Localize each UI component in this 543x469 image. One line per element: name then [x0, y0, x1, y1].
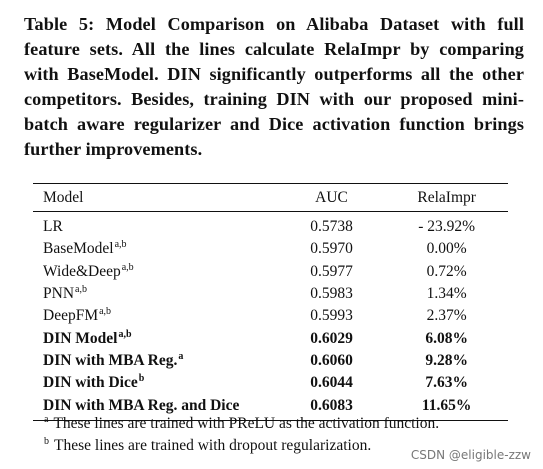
footnotes: a These lines are trained with PReLU as t…: [43, 413, 439, 457]
cell-model: DIN with MBA Reg.a: [33, 350, 278, 372]
model-footnote-mark: a,b: [114, 239, 127, 251]
cell-model: PNNa,b: [33, 283, 278, 305]
caption-line: further improvements.: [24, 139, 203, 159]
cell-auc: 0.6029: [310, 329, 353, 347]
cell-auc: 0.6060: [310, 351, 353, 369]
table-body: LR 0.5738- 23.92% BaseModela,b 0.5970 0.00% W…: [33, 212, 508, 421]
model-footnote-mark: a,b: [121, 261, 134, 273]
footnote-b: b These lines are trained with dropout re…: [43, 435, 439, 457]
cell-auc: 0.5993: [310, 307, 353, 325]
cell-model: Wide&Deepa,b: [33, 261, 278, 283]
cell-model: DIN Modela,b: [33, 327, 278, 349]
model-name: DIN with MBA Reg.: [43, 351, 178, 369]
model-footnote-mark: a,b: [118, 328, 132, 340]
model-name: Wide&Deep: [43, 262, 121, 280]
table-row: BaseModela,b 0.5970 0.00%: [33, 238, 508, 260]
model-name: DIN with MBA Reg. and Dice: [43, 396, 240, 414]
cell-relaimpr: 6.08%: [425, 329, 468, 347]
caption-line: with BaseModel. DIN significantly outper…: [24, 64, 524, 84]
caption-line: Table 5: Model Comparison on Alibaba Dat…: [24, 14, 524, 34]
cell-auc: 0.6083: [310, 396, 353, 414]
table-row: LR 0.5738 - 23.92%: [33, 212, 508, 239]
cell-model: DeepFMa,b: [33, 305, 278, 327]
footnote-a: a These lines are trained with PReLU as t…: [43, 413, 439, 435]
cell-model: BaseModela,b: [33, 238, 278, 260]
cell-relaimpr: 1.34%: [426, 285, 467, 303]
model-name: PNN: [43, 285, 75, 303]
header-auc: AUC: [315, 188, 348, 206]
header-relaimpr: RelaImpr: [417, 188, 476, 206]
caption-line: competitors. Besides, training DIN with …: [24, 89, 524, 109]
footnote-text: These lines are trained with dropout reg…: [54, 437, 372, 454]
cell-relaimpr: 2.37%: [426, 307, 467, 325]
model-name: BaseModel: [43, 240, 114, 258]
cell-auc: 0.5983: [310, 285, 353, 303]
cell-relaimpr: 0.72%: [426, 262, 467, 280]
footnote-mark: a: [44, 414, 49, 425]
model-name: DeepFM: [43, 307, 99, 325]
model-footnote-mark: a,b: [75, 284, 87, 296]
table-row: PNNa,b 0.5983 1.34%: [33, 283, 508, 305]
footnote-text: These lines are trained with PReLU as th…: [53, 415, 440, 432]
model-footnote-mark: b: [138, 373, 145, 385]
table-row: DIN with MBA Reg. and Dice 0.6083 11.65%: [33, 394, 508, 421]
table-row: DIN with Diceb 0.6044 7.63%: [33, 372, 508, 394]
model-name: LR: [43, 218, 63, 236]
table-row: DeepFMa,b 0.5993 2.37%: [33, 305, 508, 327]
model-footnote-mark: a,b: [99, 306, 112, 318]
model-comparison-table: Model AUC RelaImpr LR 0.5738 - 23.92% BaseM…: [33, 183, 508, 421]
cell-relaimpr: 0.00%: [426, 240, 467, 258]
cell-relaimpr: - 23.92%: [418, 218, 476, 236]
table-row: Wide&Deepa,b 0.5977 0.72%: [33, 261, 508, 283]
header-model: Model: [43, 188, 84, 206]
cell-model: DIN with MBA Reg. and Dice: [33, 394, 278, 420]
table-caption: Table 5: Model Comparison on Alibaba Dat…: [24, 12, 524, 162]
table-row: DIN Modela,b 0.6029 6.08%: [33, 327, 508, 349]
footnote-mark: b: [44, 436, 49, 447]
model-footnote-mark: a: [178, 350, 184, 362]
table-header-row: Model AUC RelaImpr: [33, 183, 508, 212]
cell-relaimpr: 9.28%: [425, 351, 468, 369]
caption-line: feature sets. All the lines calculate Re…: [24, 39, 524, 59]
cell-auc: 0.5738: [310, 218, 353, 236]
watermark: CSDN @eligible-zzw: [410, 448, 531, 462]
cell-auc: 0.6044: [310, 374, 353, 392]
cell-relaimpr: 7.63%: [425, 374, 468, 392]
table-row: DIN with MBA Reg.a 0.6060 9.28%: [33, 350, 508, 372]
cell-auc: 0.5977: [310, 262, 353, 280]
caption-line: batch aware regularizer and Dice activat…: [24, 114, 524, 134]
model-name: DIN Model: [43, 329, 118, 347]
model-name: DIN with Dice: [43, 374, 138, 392]
cell-relaimpr: 11.65%: [421, 396, 472, 414]
cell-auc: 0.5970: [310, 240, 353, 258]
cell-model: DIN with Diceb: [33, 372, 278, 394]
cell-model: LR: [33, 212, 278, 239]
